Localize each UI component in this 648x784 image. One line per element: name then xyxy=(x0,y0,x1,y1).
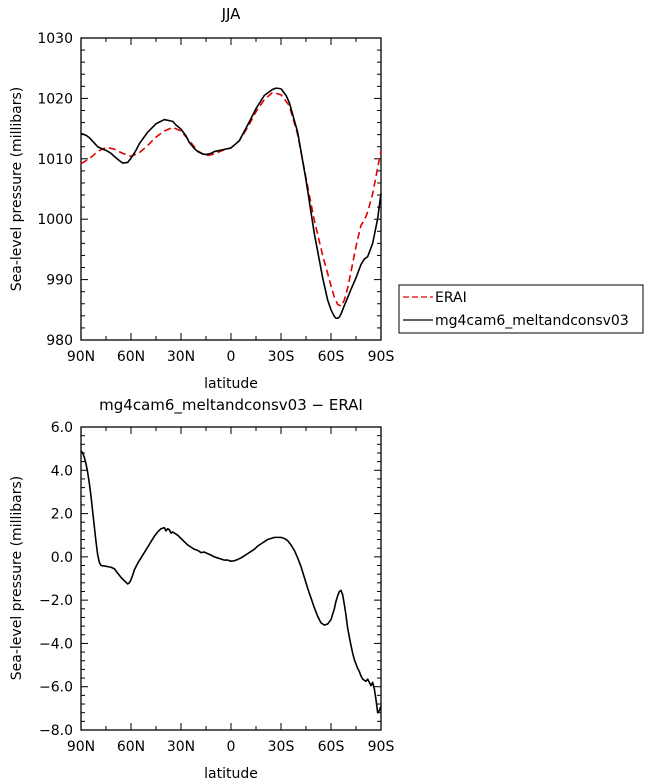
y-tick-label: −6.0 xyxy=(39,680,73,696)
x-tick-label: 30S xyxy=(268,349,295,365)
series-line-2 xyxy=(80,87,382,320)
legend: ERAI mg4cam6_meltandconsv03 xyxy=(398,284,644,334)
series-lines xyxy=(80,450,382,714)
x-tick-label: 90S xyxy=(368,349,395,365)
y-tick-label: 4.0 xyxy=(51,463,73,479)
x-tick-label: 60S xyxy=(318,739,345,755)
legend-box xyxy=(398,284,644,334)
y-tick-label: −8.0 xyxy=(39,723,73,739)
y-tick-label: 1030 xyxy=(37,31,73,47)
axis-ticks: 90N 60N 30N 0 30S 60S 90S −8.0 −6.0 −4.0 −2.0 0.0 2.… xyxy=(39,420,394,755)
y-tick-label: 1010 xyxy=(37,152,73,168)
x-tick-label: 30S xyxy=(268,739,295,755)
plot-frame xyxy=(80,37,382,341)
plot-frame xyxy=(80,426,382,731)
y-tick-label: −4.0 xyxy=(39,636,73,652)
x-axis-title: latitude xyxy=(204,766,258,782)
axis-ticks: 90N 60N 30N 0 30S 60S 90S 980 990 1000 1010 1020 103… xyxy=(37,31,394,365)
series-lines xyxy=(80,87,382,320)
x-tick-label: 90S xyxy=(368,739,395,755)
x-axis-title: latitude xyxy=(204,376,258,392)
series-line-1 xyxy=(80,450,382,714)
y-tick-label: −2.0 xyxy=(39,593,73,609)
x-tick-label: 60S xyxy=(318,349,345,365)
x-tick-label: 60N xyxy=(117,739,145,755)
legend-label-model: mg4cam6_meltandconsv03 xyxy=(435,313,629,329)
x-tick-label: 30N xyxy=(167,739,195,755)
chart-slp-jja: JJA 90N 60N 30N 0 30S 60S 90S 980 990 1000 1010 102… xyxy=(9,5,644,392)
series-line-1 xyxy=(80,91,382,307)
x-tick-label: 0 xyxy=(227,739,236,755)
y-axis-title: Sea-level pressure (millibars) xyxy=(9,476,25,680)
legend-label-erai: ERAI xyxy=(435,290,467,306)
y-tick-label: 1020 xyxy=(37,91,73,107)
x-tick-label: 30N xyxy=(167,349,195,365)
y-axis-title: Sea-level pressure (millibars) xyxy=(9,87,25,291)
y-tick-label: 2.0 xyxy=(51,507,73,523)
y-tick-label: 6.0 xyxy=(51,420,73,436)
x-tick-label: 90N xyxy=(67,349,95,365)
x-tick-label: 60N xyxy=(117,349,145,365)
y-tick-label: 0.0 xyxy=(51,550,73,566)
y-tick-label: 980 xyxy=(46,333,73,349)
y-tick-label: 990 xyxy=(46,273,73,289)
x-tick-label: 90N xyxy=(67,739,95,755)
chart-title: JJA xyxy=(221,5,242,23)
chart-title: mg4cam6_meltandconsv03 − ERAI xyxy=(99,396,363,415)
chart-slp-difference: mg4cam6_meltandconsv03 − ERAI 90N 60N 30N 0… xyxy=(9,396,394,782)
y-tick-label: 1000 xyxy=(37,212,73,228)
x-tick-label: 0 xyxy=(227,349,236,365)
